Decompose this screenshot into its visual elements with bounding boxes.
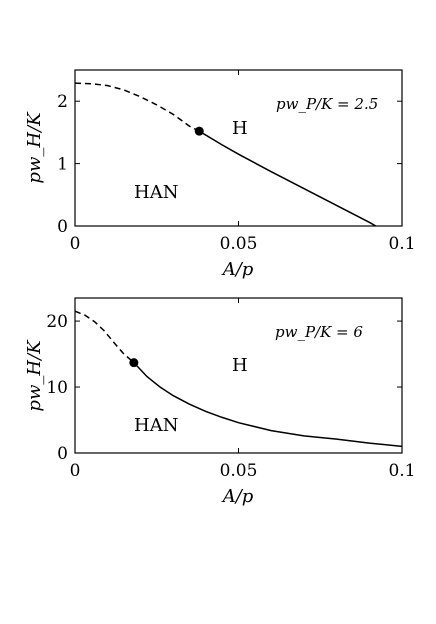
region-label-han-bottom: HAN — [134, 415, 178, 436]
y-tick-label-top-1: 1 — [57, 155, 68, 175]
curves-bottom — [74, 310, 403, 448]
curve-solid-bottom — [133, 362, 403, 448]
x-tick-label-bottom-0: 0 — [70, 461, 81, 481]
tick-labels-bottom: 0 0.05 0.1 0 10 20 — [46, 312, 415, 481]
y-tick-label-bottom-1: 10 — [46, 378, 68, 398]
plot-frame-top — [74, 69, 403, 227]
chart-top: 0 0.05 0.1 0 1 2 pw_P/K = 2.5 H HAN A/p pw_H/… — [24, 69, 416, 280]
chart-bottom: 0 0.05 0.1 0 10 20 pw_P/K = 6 H HAN A/p pw_H/… — [24, 297, 416, 507]
curves-top — [74, 82, 377, 227]
region-label-han-top: HAN — [134, 182, 178, 203]
ticks-top — [74, 70, 403, 227]
tick-labels-top: 0 0.05 0.1 0 1 2 — [57, 92, 415, 254]
curve-solid-top — [198, 130, 377, 227]
region-label-h-bottom: H — [232, 355, 248, 376]
x-axis-label-bottom: A/p — [221, 486, 254, 507]
y-tick-label-top-2: 2 — [57, 92, 68, 112]
x-tick-label-bottom-2: 0.1 — [388, 461, 415, 481]
region-label-h-top: H — [232, 118, 248, 139]
x-axis-label-top: A/p — [221, 259, 254, 280]
y-axis-label-bottom: pw_H/K — [24, 339, 45, 412]
y-tick-label-top-0: 0 — [57, 217, 68, 237]
x-tick-label-bottom-1: 0.05 — [220, 461, 258, 481]
curve-dashed-top — [74, 82, 200, 132]
annotation-bottom: pw_P/K = 6 — [275, 323, 363, 341]
x-tick-label-top-1: 0.05 — [220, 234, 258, 254]
ticks-bottom — [74, 298, 403, 454]
x-tick-label-top-0: 0 — [70, 234, 81, 254]
transition-point-top — [194, 126, 204, 136]
transition-point-bottom — [129, 358, 139, 368]
x-tick-label-top-2: 0.1 — [388, 234, 415, 254]
annotation-top: pw_P/K = 2.5 — [276, 95, 378, 113]
curve-dashed-bottom — [74, 310, 135, 364]
y-tick-label-bottom-0: 0 — [57, 444, 68, 464]
y-tick-label-bottom-2: 20 — [46, 312, 68, 332]
y-axis-label-top: pw_H/K — [24, 111, 45, 184]
